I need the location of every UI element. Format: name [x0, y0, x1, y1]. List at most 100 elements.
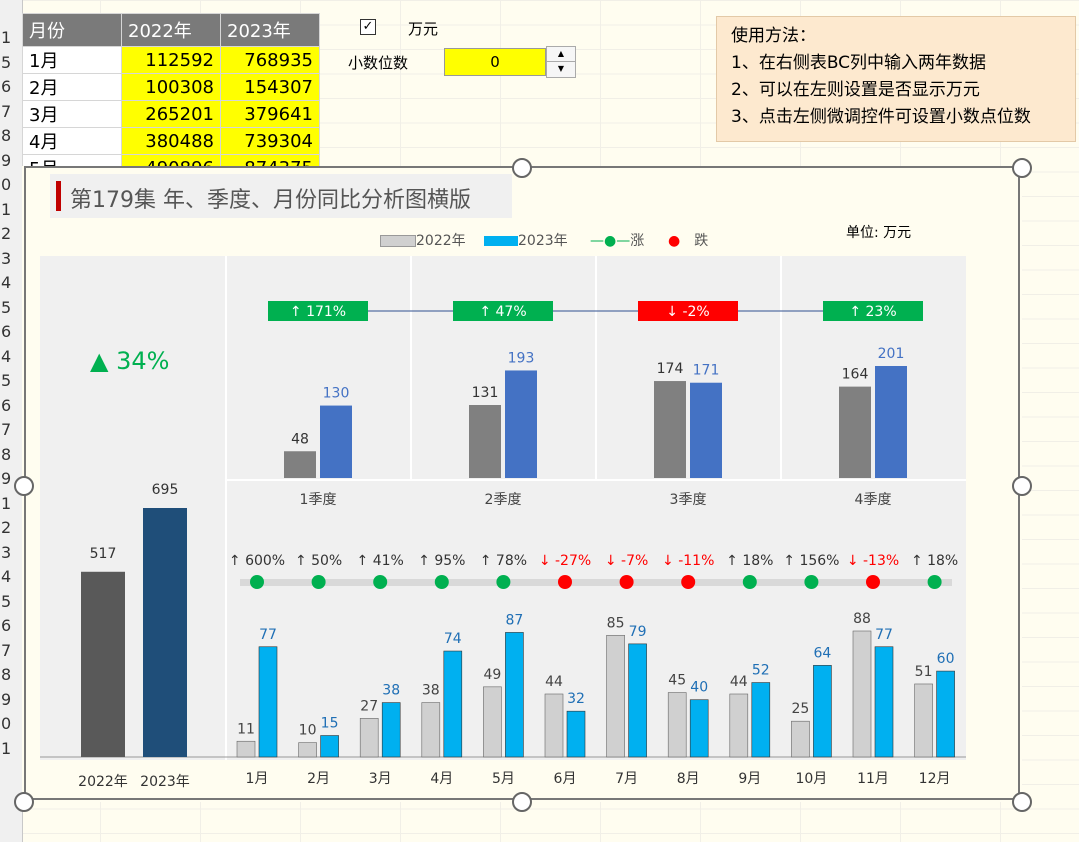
quarter-change-badge [823, 301, 923, 321]
annual-change-label: ▲ 34% [90, 347, 169, 375]
annual-bar [81, 571, 125, 757]
row-number[interactable]: 4 [1, 567, 12, 586]
row-number[interactable]: 2 [1, 224, 12, 243]
month-category-label: 5月 [492, 771, 515, 787]
row-number[interactable]: 1 [1, 493, 12, 513]
header-month[interactable]: 月份 [22, 13, 122, 47]
instructions-title: 使用方法： [731, 26, 816, 46]
row-number[interactable]: 3 [1, 542, 12, 562]
value-2022-cell[interactable]: 100308 [121, 73, 221, 101]
month-up-marker [373, 575, 388, 589]
month-value-2022: 88 [853, 611, 871, 627]
value-2022-cell[interactable]: 380488 [121, 127, 221, 155]
row-number[interactable]: 0 [1, 714, 12, 733]
resize-handle-bottom[interactable] [512, 792, 532, 812]
annual-category-label: 2022年 [78, 774, 128, 790]
row-number[interactable]: 1 [1, 738, 12, 758]
row-number[interactable]: 8 [1, 444, 12, 464]
quarter-bar-2022 [469, 405, 501, 478]
month-bar-2023 [443, 650, 463, 758]
resize-handle-top[interactable] [512, 158, 532, 178]
month-cell[interactable]: 1月 [22, 46, 122, 74]
row-number[interactable]: 0 [1, 175, 12, 194]
decimal-input[interactable]: 0 [444, 48, 546, 76]
row-number[interactable]: 1 [1, 199, 12, 219]
annual-value-label: 695 [152, 482, 179, 498]
month-value-2022: 27 [360, 698, 378, 714]
month-down-marker [619, 575, 634, 589]
row-number[interactable]: 4 [1, 346, 12, 366]
spin-up-icon[interactable]: ▲ [547, 47, 575, 62]
resize-handle-top-right[interactable] [1012, 158, 1032, 178]
quarter-change-label: ↓ -2% [666, 304, 709, 320]
month-category-label: 9月 [738, 771, 761, 787]
month-value-2023: 77 [259, 627, 277, 643]
month-cell[interactable]: 2月 [22, 73, 122, 101]
quarter-value-2022: 164 [842, 367, 869, 383]
wanyuan-checkbox[interactable]: ✓ [360, 19, 376, 35]
spin-down-icon[interactable]: ▼ [557, 64, 565, 73]
table-row: 2月 100308 154307 [22, 73, 320, 101]
row-number[interactable]: 3 [1, 248, 12, 268]
legend-label: 涨 [630, 233, 645, 249]
annual-bar [143, 508, 187, 757]
month-change-label: ↑ 95% [418, 553, 465, 569]
row-number[interactable]: 7 [1, 640, 12, 660]
row-number[interactable]: 6 [1, 395, 12, 415]
month-up-marker [742, 575, 757, 589]
row-number[interactable]: 4 [1, 273, 12, 292]
month-category-label: 6月 [554, 771, 577, 787]
row-number[interactable]: 9 [1, 469, 12, 488]
month-up-marker [496, 575, 511, 589]
month-down-marker [866, 575, 880, 589]
quarter-category-label: 2季度 [485, 492, 522, 508]
month-value-2022: 38 [422, 683, 440, 699]
row-number[interactable]: 6 [1, 77, 12, 96]
row-number[interactable]: 9 [1, 150, 12, 170]
row-number[interactable]: 8 [1, 126, 12, 145]
row-number[interactable]: 5 [1, 371, 12, 390]
decimal-label: 小数位数 [348, 54, 409, 72]
value-2023-cell[interactable]: 768935 [220, 46, 320, 74]
row-number[interactable]: 2 [1, 518, 12, 537]
month-value-2023: 79 [629, 624, 647, 640]
value-2023-cell[interactable]: 739304 [220, 127, 320, 155]
value-2022-cell[interactable]: 112592 [121, 46, 221, 74]
month-bar-2022 [914, 683, 933, 758]
month-bar-2023 [628, 643, 647, 758]
row-number[interactable]: 6 [1, 322, 12, 341]
value-2022-cell[interactable]: 265201 [121, 100, 221, 128]
row-number[interactable]: 7 [1, 420, 12, 439]
legend-down: ● 跌 [668, 230, 708, 250]
quarter-bar-2022 [839, 386, 871, 478]
header-2022[interactable]: 2022年 [121, 13, 221, 47]
legend-label: 2023年 [518, 233, 568, 249]
quarter-change-label: ↑ 171% [290, 304, 346, 320]
header-2023[interactable]: 2023年 [220, 13, 320, 47]
month-change-label: ↑ 600% [229, 553, 285, 569]
row-number[interactable]: 8 [1, 665, 12, 684]
month-bar-2022 [791, 720, 810, 758]
month-bar-2023 [936, 670, 955, 758]
resize-handle-bottom-left[interactable] [14, 792, 34, 812]
row-number[interactable]: 5 [1, 297, 12, 317]
quarter-bar-2023 [505, 370, 537, 478]
row-number[interactable]: 7 [1, 101, 12, 121]
value-2023-cell[interactable]: 379641 [220, 100, 320, 128]
legend-label: 2022年 [416, 233, 466, 249]
resize-handle-bottom-right[interactable] [1012, 792, 1032, 812]
resize-handle-left[interactable] [14, 476, 34, 496]
row-number[interactable]: 9 [1, 689, 12, 709]
value-2023-cell[interactable]: 154307 [220, 73, 320, 101]
row-number[interactable]: 1 [1, 28, 12, 47]
row-number[interactable]: 6 [1, 616, 12, 635]
decimal-spinner[interactable]: ▲ ▼ [546, 46, 576, 78]
month-cell[interactable]: 3月 [22, 100, 122, 128]
row-number[interactable]: 5 [1, 591, 12, 611]
resize-handle-right[interactable] [1012, 476, 1032, 496]
legend-swatch-2022 [380, 235, 416, 247]
month-value-2023: 15 [321, 716, 339, 732]
row-number[interactable]: 5 [1, 52, 12, 72]
quarter-value-2022: 131 [472, 385, 499, 401]
month-up-marker [311, 575, 326, 589]
